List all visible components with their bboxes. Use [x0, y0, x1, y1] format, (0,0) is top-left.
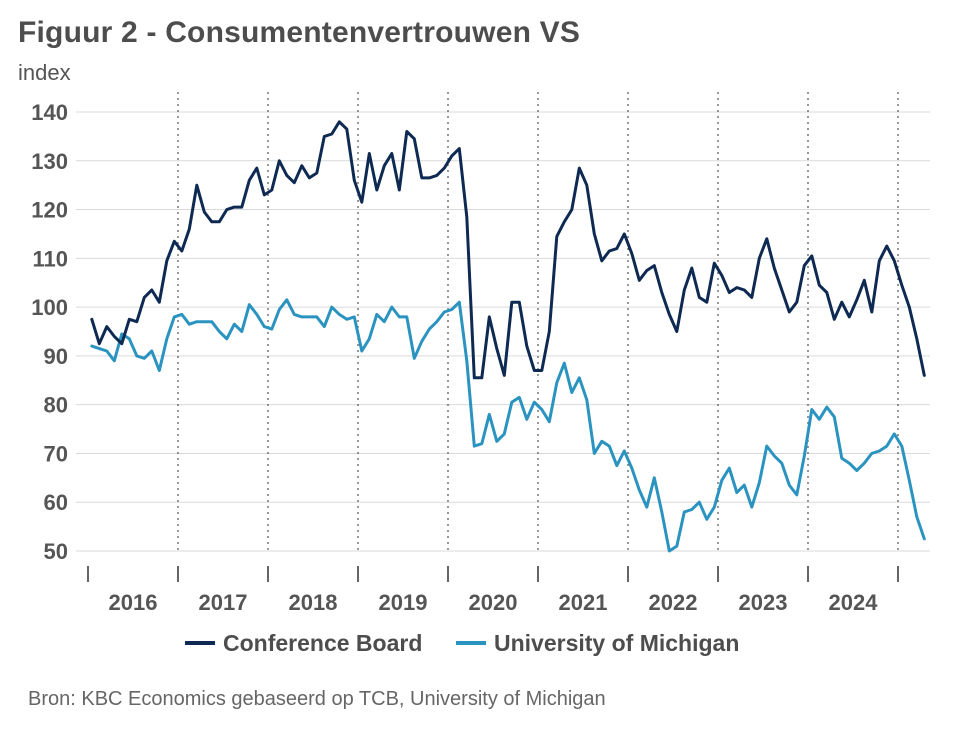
x-tick-label: 2024: [829, 590, 879, 615]
chart-title: Figuur 2 - Consumentenvertrouwen VS: [18, 16, 581, 49]
y-tick-label: 110: [33, 246, 69, 271]
y-tick-label: 80: [44, 393, 68, 418]
source-note: Bron: KBC Economics gebaseerd op TCB, Un…: [28, 688, 606, 710]
x-tick-label: 2020: [469, 590, 518, 615]
y-tick-label: 100: [31, 295, 68, 320]
y-tick-label: 120: [31, 198, 68, 223]
series-line-university-of-michigan: [90, 298, 926, 553]
x-tick-label: 2022: [649, 590, 698, 615]
y-tick-label: 70: [44, 441, 68, 466]
y-tick-label: 60: [44, 490, 68, 515]
y-tick-label: 130: [31, 149, 68, 174]
x-tick-label: 2019: [379, 590, 428, 615]
x-tick-label: 2021: [559, 590, 608, 615]
y-tick-label: 50: [44, 539, 68, 564]
legend-item-university-of-michigan-label: University of Michigan: [494, 630, 739, 656]
y-tick-label: 90: [44, 344, 68, 369]
x-tick-label: 2018: [289, 590, 338, 615]
legend-item-conference-board-label: Conference Board: [223, 630, 422, 656]
y-axis-unit-label: index: [18, 60, 71, 85]
x-tick-label: 2017: [199, 590, 248, 615]
series-line-conference-board: [90, 120, 926, 380]
x-tick-label: 2023: [739, 590, 788, 615]
y-tick-label: 140: [31, 100, 68, 125]
x-tick-label: 2016: [109, 590, 158, 615]
